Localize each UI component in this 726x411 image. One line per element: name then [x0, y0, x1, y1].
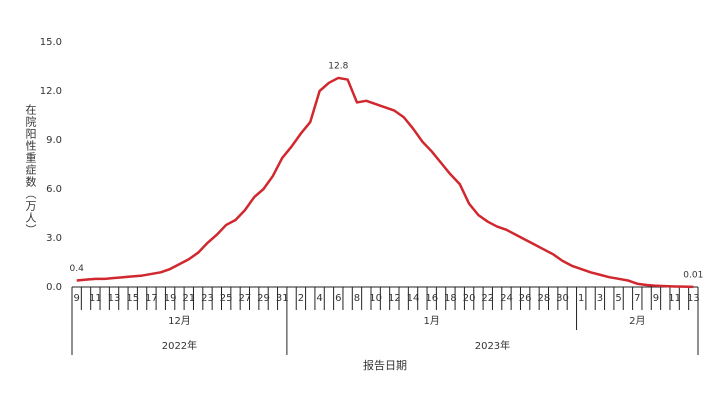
x-tick-label: 4: [316, 293, 322, 304]
x-tick-label: 16: [425, 293, 438, 304]
x-tick-label: 9: [653, 293, 659, 304]
x-tick-label: 18: [444, 293, 457, 304]
x-tick-label: 2: [298, 293, 304, 304]
x-tick-label: 29: [257, 293, 270, 304]
year-label: 2023年: [475, 339, 510, 352]
data-label: 0.01: [683, 270, 703, 280]
data-label: 12.8: [328, 61, 348, 71]
x-tick-label: 19: [164, 293, 177, 304]
month-label: 12月: [168, 315, 191, 327]
x-tick-label: 7: [634, 293, 640, 304]
x-tick-label: 13: [687, 293, 700, 304]
x-tick-label: 23: [201, 293, 214, 304]
x-tick-label: 9: [73, 293, 79, 304]
y-tick-label: 15.0: [40, 37, 62, 48]
x-tick-label: 28: [537, 293, 550, 304]
x-tick-label: 30: [556, 293, 569, 304]
y-tick-label: 0.0: [46, 282, 62, 293]
y-tick-label: 6.0: [46, 184, 62, 195]
x-tick-label: 8: [354, 293, 360, 304]
y-tick-label: 3.0: [46, 233, 62, 244]
x-tick-label: 10: [369, 293, 382, 304]
y-tick-label: 12.0: [40, 86, 62, 97]
data-line: [76, 76, 694, 289]
x-tick-label: 22: [481, 293, 494, 304]
x-axis-label: 报告日期: [363, 358, 407, 372]
y-tick-label: 9.0: [46, 135, 62, 146]
x-tick-label: 25: [220, 293, 233, 304]
x-tick-label: 20: [463, 293, 476, 304]
x-tick-label: 5: [615, 293, 621, 304]
x-tick-label: 24: [500, 293, 513, 304]
x-tick-label: 17: [145, 293, 158, 304]
x-tick-label: 15: [126, 293, 139, 304]
data-label: 0.4: [70, 264, 85, 274]
x-tick-label: 1: [578, 293, 584, 304]
x-tick-label: 13: [108, 293, 121, 304]
x-tick-label: 21: [182, 293, 195, 304]
x-tick-label: 31: [276, 293, 289, 304]
x-tick-label: 3: [597, 293, 603, 304]
x-tick-label: 27: [238, 293, 251, 304]
x-tick-label: 26: [519, 293, 532, 304]
x-tick-label: 14: [407, 293, 420, 304]
x-tick-label: 11: [668, 293, 681, 304]
x-tick-label: 11: [89, 293, 102, 304]
x-tick-label: 12: [388, 293, 401, 304]
year-label: 2022年: [162, 339, 197, 352]
y-axis-label: 在院阳性重症数（万人）: [24, 104, 37, 236]
month-label: 2月: [629, 315, 645, 327]
month-label: 1月: [424, 315, 440, 327]
x-tick-label: 6: [335, 293, 341, 304]
